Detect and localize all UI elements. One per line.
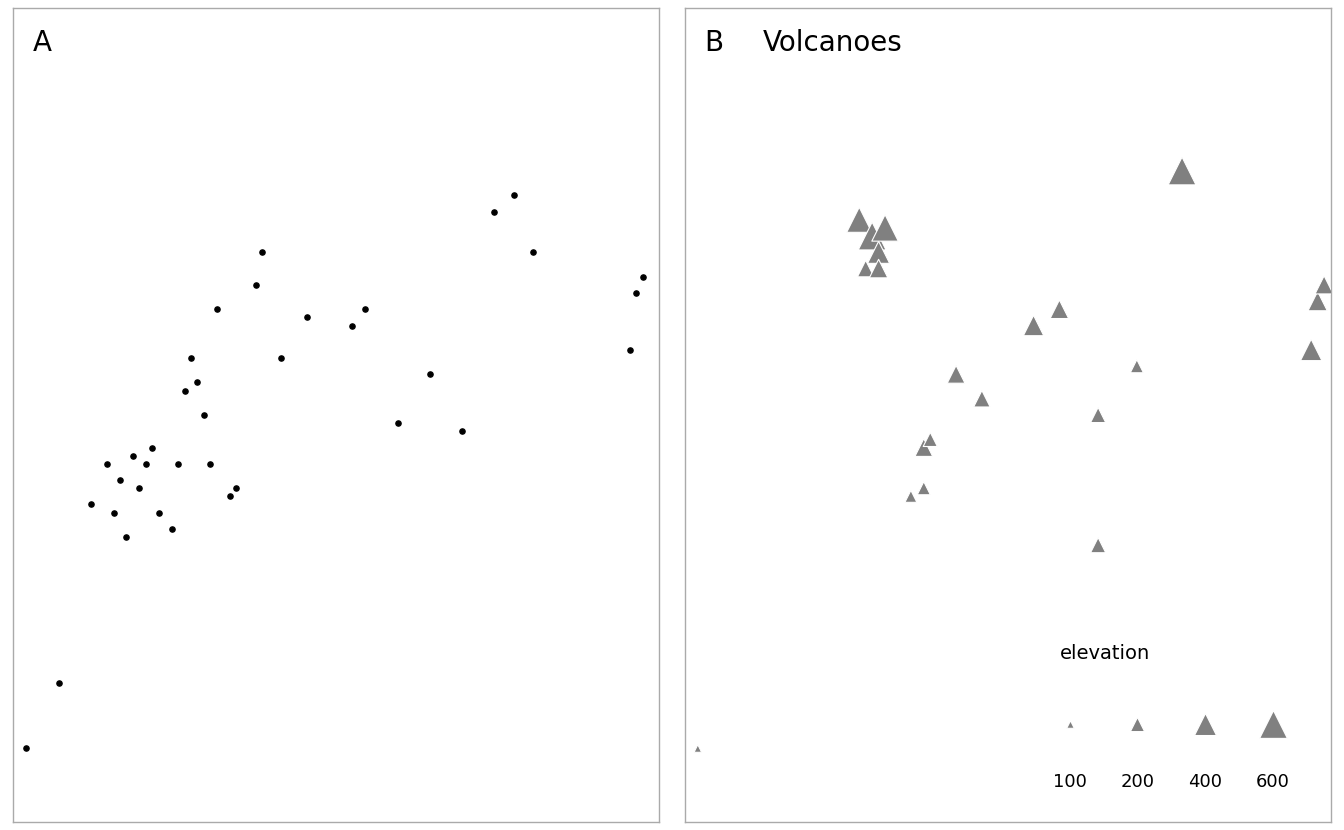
Point [251, 246, 273, 259]
Text: 400: 400 [1188, 773, 1222, 791]
Point [626, 286, 648, 300]
Point [200, 457, 222, 471]
Point [1172, 164, 1193, 178]
Point [875, 222, 896, 235]
Point [97, 457, 118, 471]
Point [16, 742, 38, 755]
Point [245, 278, 266, 291]
Point [913, 441, 934, 454]
Point [620, 344, 641, 357]
Point [1087, 539, 1109, 552]
Point [900, 490, 922, 503]
Point [297, 310, 319, 324]
Text: 100: 100 [1052, 773, 1086, 791]
Text: 200: 200 [1121, 773, 1154, 791]
Point [687, 742, 708, 755]
Point [270, 351, 292, 364]
Point [452, 425, 473, 438]
Point [173, 384, 195, 398]
Point [194, 408, 215, 422]
Point [134, 457, 156, 471]
Point [129, 481, 151, 495]
Point [48, 676, 70, 690]
Point [1023, 319, 1044, 332]
Text: 600: 600 [1257, 773, 1290, 791]
Point [116, 530, 137, 544]
Point [148, 506, 169, 520]
Point [161, 522, 183, 535]
Point [206, 303, 227, 316]
Point [523, 246, 544, 259]
Point [1126, 359, 1148, 373]
Point [226, 481, 247, 495]
Point [862, 229, 883, 242]
Point [102, 506, 124, 520]
Point [1048, 303, 1070, 316]
Point [484, 205, 505, 218]
Text: Volcanoes: Volcanoes [762, 28, 902, 56]
Point [109, 473, 130, 486]
Point [122, 449, 144, 462]
Point [632, 270, 653, 283]
Point [503, 188, 524, 202]
Point [1087, 408, 1109, 422]
Point [1306, 295, 1328, 308]
Point [848, 213, 870, 227]
Point [919, 432, 941, 446]
Text: A: A [32, 28, 52, 56]
Point [341, 319, 363, 332]
Point [219, 490, 241, 503]
Point [1126, 717, 1148, 730]
Point [81, 498, 102, 511]
Point [387, 417, 409, 430]
Point [913, 481, 934, 495]
Point [945, 368, 966, 381]
Point [855, 262, 876, 276]
Point [180, 351, 202, 364]
Point [167, 457, 188, 471]
Point [355, 303, 376, 316]
Point [1059, 717, 1081, 730]
Text: elevation: elevation [1059, 644, 1149, 663]
Point [1262, 717, 1284, 730]
Point [972, 392, 993, 405]
Point [1313, 278, 1335, 291]
Text: B: B [704, 28, 723, 56]
Point [1301, 344, 1322, 357]
Point [868, 246, 890, 259]
Point [1195, 717, 1216, 730]
Point [868, 262, 890, 276]
Point [141, 441, 163, 454]
Point [419, 368, 441, 381]
Point [187, 376, 208, 389]
